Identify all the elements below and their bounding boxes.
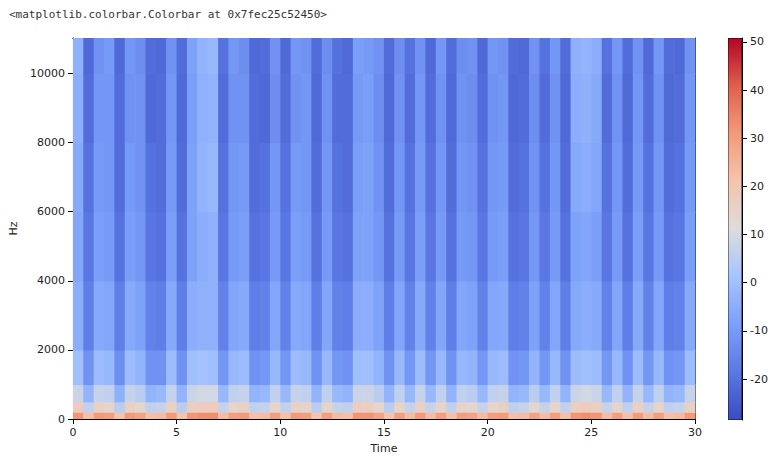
svg-text:30: 30 (750, 132, 764, 145)
svg-text:25: 25 (584, 426, 598, 439)
svg-text:6000: 6000 (37, 205, 65, 218)
svg-text:0: 0 (58, 413, 65, 426)
svg-text:0: 0 (69, 426, 76, 439)
svg-text:2000: 2000 (37, 343, 65, 356)
svg-text:5: 5 (173, 426, 180, 439)
svg-text:50: 50 (750, 35, 764, 48)
svg-text:10: 10 (273, 426, 287, 439)
svg-text:8000: 8000 (37, 136, 65, 149)
svg-text:20: 20 (750, 180, 764, 193)
svg-text:Hz: Hz (7, 221, 20, 235)
svg-text:15: 15 (377, 426, 391, 439)
svg-text:4000: 4000 (37, 274, 65, 287)
svg-text:20: 20 (481, 426, 495, 439)
svg-text:<matplotlib.colorbar.Colorbar: <matplotlib.colorbar.Colorbar at 0x7fec2… (9, 8, 327, 21)
svg-text:30: 30 (688, 426, 702, 439)
svg-text:-10: -10 (750, 324, 768, 337)
svg-text:-20: -20 (750, 373, 768, 386)
svg-text:Time: Time (369, 442, 397, 455)
svg-text:40: 40 (750, 84, 764, 97)
svg-text:10: 10 (750, 228, 764, 241)
svg-text:10000: 10000 (30, 67, 65, 80)
svg-text:0: 0 (750, 276, 757, 289)
